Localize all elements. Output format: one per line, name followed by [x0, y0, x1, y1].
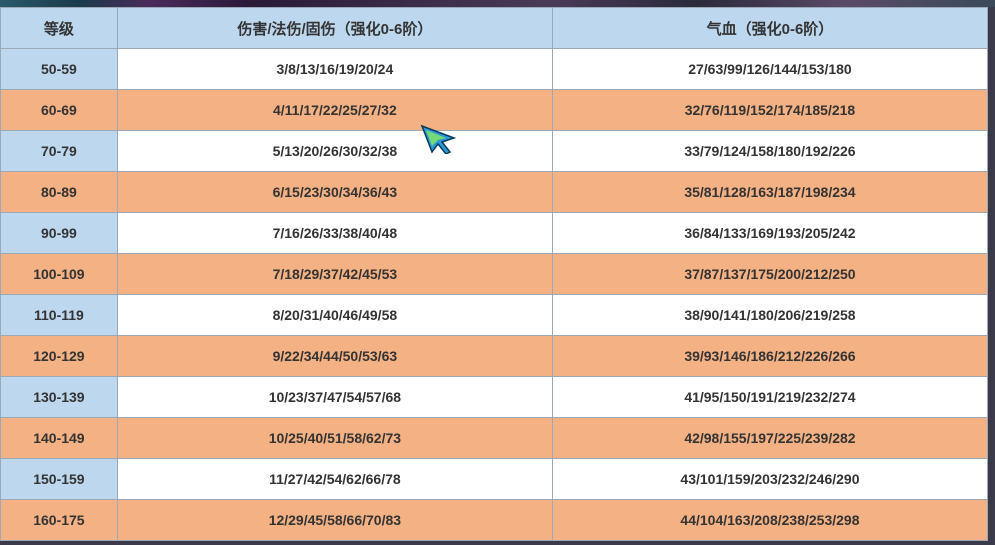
- cell-hp: 42/98/155/197/225/239/282: [552, 418, 987, 459]
- header-damage: 伤害/法伤/固伤（强化0-6阶）: [117, 8, 552, 49]
- cell-damage: 5/13/20/26/30/32/38: [117, 131, 552, 172]
- cell-damage: 11/27/42/54/62/66/78: [117, 459, 552, 500]
- table-row: 50-593/8/13/16/19/20/2427/63/99/126/144/…: [1, 49, 988, 90]
- table-body: 50-593/8/13/16/19/20/2427/63/99/126/144/…: [1, 49, 988, 541]
- table-header-row: 等级 伤害/法伤/固伤（强化0-6阶） 气血（强化0-6阶）: [1, 8, 988, 49]
- stats-table: 等级 伤害/法伤/固伤（强化0-6阶） 气血（强化0-6阶） 50-593/8/…: [0, 7, 988, 541]
- table-row: 70-795/13/20/26/30/32/3833/79/124/158/18…: [1, 131, 988, 172]
- table-row: 160-17512/29/45/58/66/70/8344/104/163/20…: [1, 500, 988, 541]
- table-row: 130-13910/23/37/47/54/57/6841/95/150/191…: [1, 377, 988, 418]
- cell-level: 90-99: [1, 213, 118, 254]
- table-row: 60-694/11/17/22/25/27/3232/76/119/152/17…: [1, 90, 988, 131]
- table-row: 100-1097/18/29/37/42/45/5337/87/137/175/…: [1, 254, 988, 295]
- table-row: 90-997/16/26/33/38/40/4836/84/133/169/19…: [1, 213, 988, 254]
- cell-hp: 43/101/159/203/232/246/290: [552, 459, 987, 500]
- cell-hp: 32/76/119/152/174/185/218: [552, 90, 987, 131]
- cell-level: 50-59: [1, 49, 118, 90]
- cell-level: 140-149: [1, 418, 118, 459]
- cell-level: 80-89: [1, 172, 118, 213]
- cell-level: 130-139: [1, 377, 118, 418]
- cell-hp: 38/90/141/180/206/219/258: [552, 295, 987, 336]
- cell-hp: 33/79/124/158/180/192/226: [552, 131, 987, 172]
- table-row: 140-14910/25/40/51/58/62/7342/98/155/197…: [1, 418, 988, 459]
- cell-level: 60-69: [1, 90, 118, 131]
- cell-damage: 10/23/37/47/54/57/68: [117, 377, 552, 418]
- cell-hp: 35/81/128/163/187/198/234: [552, 172, 987, 213]
- cell-hp: 37/87/137/175/200/212/250: [552, 254, 987, 295]
- cell-level: 100-109: [1, 254, 118, 295]
- cell-hp: 44/104/163/208/238/253/298: [552, 500, 987, 541]
- table-row: 110-1198/20/31/40/46/49/5838/90/141/180/…: [1, 295, 988, 336]
- cell-hp: 39/93/146/186/212/226/266: [552, 336, 987, 377]
- table-row: 120-1299/22/34/44/50/53/6339/93/146/186/…: [1, 336, 988, 377]
- cell-damage: 3/8/13/16/19/20/24: [117, 49, 552, 90]
- cell-damage: 4/11/17/22/25/27/32: [117, 90, 552, 131]
- cell-hp: 36/84/133/169/193/205/242: [552, 213, 987, 254]
- cell-damage: 7/16/26/33/38/40/48: [117, 213, 552, 254]
- cell-damage: 6/15/23/30/34/36/43: [117, 172, 552, 213]
- cell-damage: 10/25/40/51/58/62/73: [117, 418, 552, 459]
- cell-damage: 7/18/29/37/42/45/53: [117, 254, 552, 295]
- table-row: 150-15911/27/42/54/62/66/7843/101/159/20…: [1, 459, 988, 500]
- cell-damage: 8/20/31/40/46/49/58: [117, 295, 552, 336]
- cell-level: 70-79: [1, 131, 118, 172]
- cell-level: 150-159: [1, 459, 118, 500]
- cell-hp: 41/95/150/191/219/232/274: [552, 377, 987, 418]
- cell-level: 110-119: [1, 295, 118, 336]
- cell-level: 120-129: [1, 336, 118, 377]
- header-hp: 气血（强化0-6阶）: [552, 8, 987, 49]
- cell-level: 160-175: [1, 500, 118, 541]
- cell-damage: 9/22/34/44/50/53/63: [117, 336, 552, 377]
- cell-damage: 12/29/45/58/66/70/83: [117, 500, 552, 541]
- cell-hp: 27/63/99/126/144/153/180: [552, 49, 987, 90]
- game-top-strip: [0, 0, 995, 7]
- header-level: 等级: [1, 8, 118, 49]
- table-row: 80-896/15/23/30/34/36/4335/81/128/163/18…: [1, 172, 988, 213]
